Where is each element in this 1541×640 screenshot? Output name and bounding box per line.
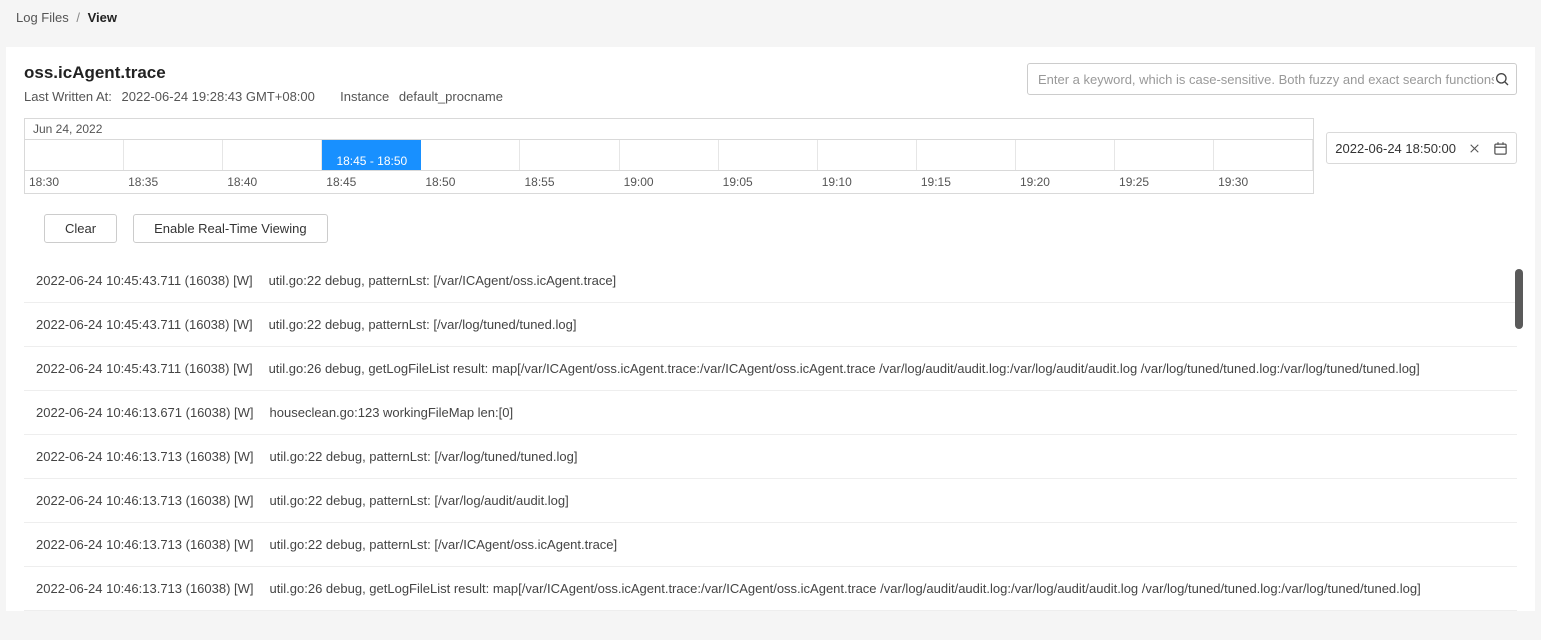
log-row: 2022-06-24 10:46:13.713 (16038) [W] util.… [24, 523, 1517, 567]
log-message: util.go:22 debug, patternLst: [/var/log/… [270, 449, 1505, 464]
timeline-tick[interactable] [421, 140, 520, 170]
last-written-value: 2022-06-24 19:28:43 GMT+08:00 [122, 89, 315, 104]
log-timestamp: 2022-06-24 10:45:43.711 (16038) [W] [36, 361, 253, 376]
timeline-tick[interactable] [25, 140, 124, 170]
breadcrumb-separator: / [76, 10, 80, 25]
timeline-tick-label: 19:20 [1016, 171, 1115, 193]
log-row: 2022-06-24 10:46:13.671 (16038) [W] house… [24, 391, 1517, 435]
breadcrumb-parent[interactable]: Log Files [16, 10, 69, 25]
log-message: util.go:22 debug, patternLst: [/var/log/… [269, 317, 1505, 332]
timeline-selection[interactable]: 18:45 - 18:50 [322, 140, 421, 170]
timeline-tick[interactable] [719, 140, 818, 170]
log-timestamp: 2022-06-24 10:46:13.713 (16038) [W] [36, 581, 254, 596]
enable-realtime-button[interactable]: Enable Real-Time Viewing [133, 214, 327, 243]
timeline-selection-label: 18:45 - 18:50 [336, 154, 407, 168]
log-view-panel: oss.icAgent.trace Last Written At: 2022-… [6, 47, 1535, 611]
calendar-icon[interactable] [1493, 141, 1508, 156]
timeline-tick[interactable] [1016, 140, 1115, 170]
search-input[interactable] [1038, 72, 1494, 87]
instance-label: Instance [340, 89, 389, 104]
timeline-tick[interactable] [818, 140, 917, 170]
last-written-label: Last Written At: [24, 89, 112, 104]
timeline-tick-label: 19:05 [719, 171, 818, 193]
log-timestamp: 2022-06-24 10:46:13.671 (16038) [W] [36, 405, 254, 420]
meta-line: Last Written At: 2022-06-24 19:28:43 GMT… [24, 89, 509, 104]
timeline-tick[interactable] [620, 140, 719, 170]
timestamp-picker[interactable]: 2022-06-24 18:50:00 [1326, 132, 1517, 164]
log-message: util.go:22 debug, patternLst: [/var/ICAg… [270, 537, 1505, 552]
timeline-tick-label: 18:45 [322, 171, 421, 193]
scrollbar[interactable] [1515, 269, 1523, 329]
timeline-tick[interactable] [124, 140, 223, 170]
log-row: 2022-06-24 10:45:43.711 (16038) [W] util.… [24, 347, 1517, 391]
timeline-labels: 18:3018:3518:4018:4518:5018:5519:0019:05… [25, 170, 1313, 193]
log-timestamp: 2022-06-24 10:46:13.713 (16038) [W] [36, 493, 254, 508]
search-box[interactable] [1027, 63, 1517, 95]
log-row: 2022-06-24 10:46:13.713 (16038) [W] util.… [24, 435, 1517, 479]
log-row: 2022-06-24 10:45:43.711 (16038) [W] util.… [24, 259, 1517, 303]
timeline-tick[interactable] [223, 140, 322, 170]
timeline[interactable]: Jun 24, 2022 18:45 - 18:50 18:3018:3518:… [24, 118, 1314, 194]
timeline-tick-label: 18:50 [421, 171, 520, 193]
breadcrumb-current: View [88, 10, 117, 25]
timestamp-value: 2022-06-24 18:50:00 [1335, 141, 1456, 156]
timeline-tick-label: 19:15 [917, 171, 1016, 193]
breadcrumb: Log Files / View [0, 0, 1541, 35]
log-timestamp: 2022-06-24 10:46:13.713 (16038) [W] [36, 449, 254, 464]
log-timestamp: 2022-06-24 10:45:43.711 (16038) [W] [36, 317, 253, 332]
timeline-tick-label: 18:30 [25, 171, 124, 193]
timeline-tick-label: 18:55 [520, 171, 619, 193]
timeline-tick-label: 19:25 [1115, 171, 1214, 193]
timeline-tick[interactable] [1214, 140, 1313, 170]
log-row: 2022-06-24 10:45:43.711 (16038) [W] util.… [24, 303, 1517, 347]
timeline-tick-label: 19:30 [1214, 171, 1313, 193]
log-row: 2022-06-24 10:46:13.713 (16038) [W] util.… [24, 479, 1517, 523]
timeline-tick-label: 19:00 [620, 171, 719, 193]
log-list: 2022-06-24 10:45:43.711 (16038) [W] util.… [24, 259, 1517, 611]
timeline-tick[interactable] [520, 140, 619, 170]
timeline-tick-label: 19:10 [818, 171, 917, 193]
clear-button[interactable]: Clear [44, 214, 117, 243]
instance-value: default_procname [399, 89, 503, 104]
timeline-chart[interactable]: 18:45 - 18:50 [25, 140, 1313, 170]
log-message: util.go:22 debug, patternLst: [/var/ICAg… [269, 273, 1505, 288]
search-icon[interactable] [1494, 71, 1510, 87]
log-message: houseclean.go:123 workingFileMap len:[0] [270, 405, 1505, 420]
log-message: util.go:26 debug, getLogFileList result:… [269, 361, 1505, 376]
page-title: oss.icAgent.trace [24, 63, 509, 83]
log-message: util.go:26 debug, getLogFileList result:… [270, 581, 1505, 596]
log-timestamp: 2022-06-24 10:46:13.713 (16038) [W] [36, 537, 254, 552]
log-message: util.go:22 debug, patternLst: [/var/log/… [270, 493, 1505, 508]
clear-timestamp-icon[interactable] [1468, 142, 1481, 155]
timeline-tick[interactable] [917, 140, 1016, 170]
log-timestamp: 2022-06-24 10:45:43.711 (16038) [W] [36, 273, 253, 288]
timeline-date-label: Jun 24, 2022 [25, 119, 1313, 140]
timeline-tick-label: 18:35 [124, 171, 223, 193]
timeline-tick[interactable] [1115, 140, 1214, 170]
log-row: 2022-06-24 10:46:13.713 (16038) [W] util.… [24, 567, 1517, 611]
timeline-tick-label: 18:40 [223, 171, 322, 193]
